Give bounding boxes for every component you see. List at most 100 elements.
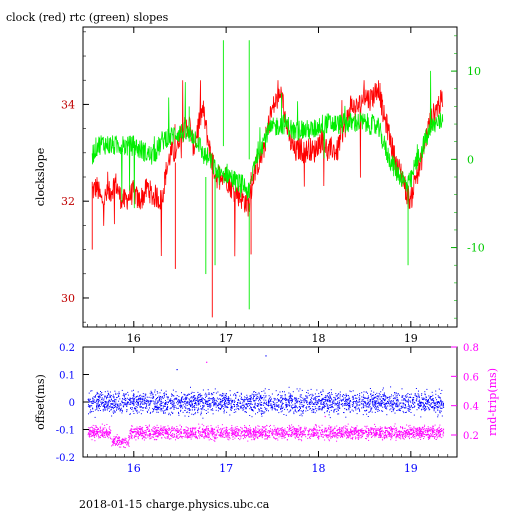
scatter-point-offset	[171, 404, 173, 406]
scatter-point-offset	[112, 411, 114, 413]
scatter-point-offset	[165, 402, 167, 404]
scatter-point-offset	[108, 397, 110, 399]
scatter-point-rnd-trip	[254, 434, 256, 436]
scatter-point-offset	[202, 406, 204, 408]
scatter-point-rnd-trip	[152, 433, 154, 435]
scatter-point-rnd-trip	[275, 438, 277, 440]
scatter-point-rnd-trip	[257, 436, 259, 438]
scatter-point-rnd-trip	[232, 430, 234, 432]
scatter-point-offset	[233, 403, 234, 405]
scatter-point-offset	[384, 403, 386, 405]
scatter-point-rnd-trip	[159, 429, 161, 431]
scatter-point-offset	[118, 391, 120, 393]
scatter-point-offset	[312, 403, 314, 405]
scatter-point-offset	[249, 400, 251, 402]
scatter-point-offset	[376, 398, 378, 399]
scatter-point-offset	[379, 394, 381, 396]
scatter-point-offset	[197, 404, 199, 406]
scatter-point-rnd-trip	[150, 434, 152, 435]
scatter-point-rnd-trip	[136, 428, 138, 430]
scatter-point-rnd-trip	[422, 427, 424, 429]
scatter-point-offset	[399, 410, 401, 412]
scatter-point-offset	[235, 394, 237, 396]
scatter-point-offset	[132, 395, 134, 397]
scatter-point-rnd-trip	[170, 431, 171, 433]
scatter-point-offset	[425, 406, 426, 408]
scatter-point-offset	[327, 396, 329, 398]
scatter-point-offset	[194, 405, 196, 406]
scatter-point-rnd-trip	[202, 432, 204, 434]
scatter-point-offset	[150, 397, 152, 399]
scatter-point-offset	[263, 390, 265, 392]
scatter-point-offset	[350, 391, 352, 393]
scatter-point-rnd-trip	[304, 426, 306, 428]
scatter-point-offset	[291, 402, 293, 404]
scatter-point-rnd-trip	[400, 433, 402, 435]
scatter-point-offset	[380, 403, 382, 405]
scatter-point-rnd-trip	[414, 428, 416, 430]
scatter-point-offset	[239, 402, 241, 404]
scatter-point-rnd-trip	[355, 429, 356, 431]
scatter-point-offset	[90, 409, 92, 411]
scatter-point-rnd-trip	[353, 429, 355, 431]
scatter-point-offset	[109, 391, 111, 393]
scatter-point-rnd-trip	[426, 434, 428, 436]
scatter-point-offset	[439, 407, 441, 409]
scatter-point-rnd-trip	[122, 438, 124, 440]
scatter-point-offset	[259, 400, 261, 402]
scatter-point-offset	[352, 398, 354, 400]
scatter-point-rnd-trip	[296, 430, 298, 432]
scatter-point-offset	[434, 402, 436, 404]
scatter-point-offset	[295, 405, 297, 407]
scatter-point-offset	[102, 401, 104, 403]
scatter-point-rnd-trip	[254, 432, 256, 434]
scatter-point-rnd-trip	[226, 427, 228, 429]
scatter-point-offset	[277, 400, 279, 402]
scatter-point-offset	[185, 399, 187, 400]
scatter-point-offset	[381, 398, 383, 400]
scatter-point-rnd-trip	[286, 433, 288, 435]
scatter-point-offset	[198, 399, 200, 401]
scatter-point-offset	[438, 401, 440, 402]
scatter-point-rnd-trip	[177, 429, 179, 431]
scatter-point-rnd-trip	[274, 429, 275, 430]
scatter-point-rnd-trip	[390, 429, 392, 431]
scatter-point-rnd-trip	[194, 435, 196, 437]
scatter-point-rnd-trip	[388, 435, 390, 437]
scatter-point-rnd-trip	[116, 443, 117, 445]
scatter-point-rnd-trip	[162, 432, 164, 434]
scatter-point-offset	[324, 398, 326, 400]
scatter-point-rnd-trip	[285, 433, 287, 435]
scatter-point-offset	[392, 397, 394, 399]
scatter-point-offset	[120, 404, 122, 406]
scatter-point-rnd-trip	[295, 428, 297, 430]
scatter-point-offset	[428, 409, 430, 411]
scatter-point-offset	[428, 399, 429, 401]
scatter-point-offset	[420, 401, 422, 403]
scatter-point-rnd-trip	[199, 426, 201, 428]
scatter-point-offset	[384, 404, 386, 406]
scatter-point-offset	[236, 404, 238, 406]
scatter-point-offset	[359, 404, 361, 406]
scatter-point-offset	[258, 409, 260, 411]
scatter-point-rnd-trip	[254, 433, 256, 435]
scatter-point-rnd-trip	[150, 437, 152, 439]
scatter-point-rnd-trip	[234, 435, 236, 437]
scatter-point-offset	[96, 399, 98, 401]
scatter-point-rnd-trip	[137, 432, 139, 434]
scatter-point-rnd-trip	[145, 431, 147, 433]
bottom-ytick-label: -0.2	[56, 453, 75, 464]
scatter-point-offset	[388, 399, 390, 401]
scatter-point-rnd-trip	[408, 425, 410, 427]
scatter-point-rnd-trip	[129, 430, 131, 431]
scatter-point-rnd-trip	[158, 431, 160, 432]
top-xtick-label: 16	[127, 332, 141, 345]
scatter-point-offset	[282, 398, 284, 400]
scatter-point-offset	[290, 406, 292, 408]
scatter-point-rnd-trip	[391, 435, 393, 437]
scatter-point-rnd-trip	[207, 425, 209, 427]
scatter-point-rnd-trip	[416, 432, 418, 434]
scatter-point-offset	[324, 396, 326, 398]
scatter-point-rnd-trip	[419, 431, 421, 433]
